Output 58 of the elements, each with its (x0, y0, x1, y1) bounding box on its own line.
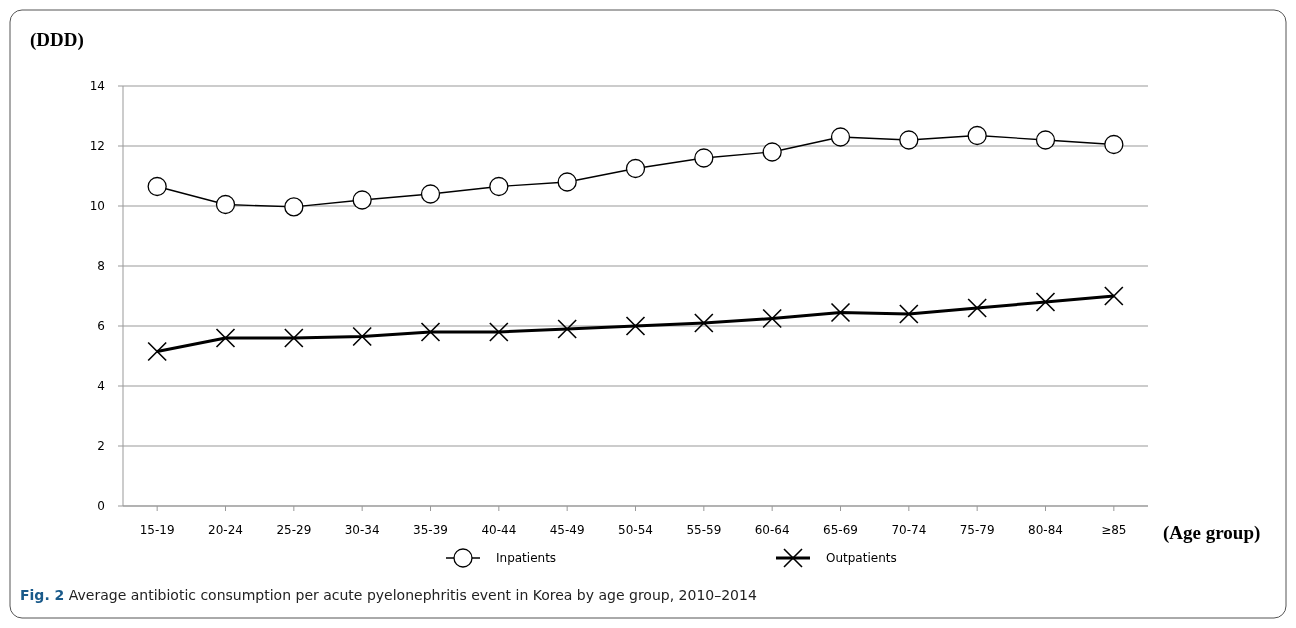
point (352, 326, 372, 347)
x-tick-label: 20-24 (208, 523, 243, 537)
point (694, 313, 714, 333)
point (1035, 292, 1056, 312)
point (967, 298, 987, 318)
point (625, 316, 646, 336)
x-tick-label: ≥85 (1101, 523, 1127, 537)
x-tick-label: 50-54 (618, 523, 653, 537)
x-tick-label: 70-74 (891, 523, 927, 537)
point (899, 130, 919, 150)
x-tick-label: 65-69 (823, 523, 858, 537)
point (557, 172, 577, 192)
x-tick-label: 55-59 (686, 523, 722, 537)
y-tick-label: 2 (97, 439, 105, 454)
y-tick-label: 8 (97, 259, 105, 274)
point (1104, 286, 1124, 306)
y-tick-label: 6 (97, 319, 105, 334)
x-tick-label: 60-64 (754, 523, 790, 537)
point (557, 319, 577, 339)
point (215, 194, 236, 215)
point (762, 142, 782, 162)
x-tick-label: 40-44 (481, 523, 517, 537)
point (489, 176, 509, 197)
point (284, 197, 304, 217)
point (830, 127, 851, 147)
point (215, 328, 236, 348)
x-tick-label: 30-34 (344, 523, 380, 537)
point (284, 328, 304, 348)
caption: Fig. 2 Average antibiotic consumption per acute pyelonephritis event in Korea by age group, 2010–2014 (20, 587, 757, 603)
x-tick-label: 80-84 (1028, 523, 1063, 537)
x-tick-label: 35-39 (413, 523, 448, 537)
point (899, 304, 919, 324)
x-tick-label: 15-19 (139, 523, 175, 537)
x-tick-label: 75-79 (959, 523, 995, 537)
legend-label: Outpatients (826, 551, 897, 566)
y-tick-label: 0 (97, 499, 105, 514)
point (147, 176, 167, 197)
point (489, 322, 509, 342)
y-axis-title: (DDD) (30, 29, 84, 51)
point (1035, 130, 1056, 150)
point (830, 302, 851, 323)
point (420, 184, 441, 204)
point (352, 190, 372, 210)
x-axis-title: (Age group) (1163, 522, 1261, 544)
y-tick-label: 14 (89, 79, 105, 94)
point (762, 308, 782, 329)
point (1104, 134, 1124, 155)
point (694, 148, 714, 168)
point (625, 158, 646, 179)
x-tick-label: 45-49 (549, 523, 585, 537)
point (420, 322, 441, 342)
y-tick-label: 4 (97, 379, 105, 394)
y-tick-label: 10 (89, 199, 105, 214)
y-tick-label: 12 (89, 139, 105, 154)
x-tick-label: 25-29 (276, 523, 312, 537)
point (967, 125, 987, 146)
point (147, 341, 167, 362)
legend-label: Inpatients (496, 551, 557, 566)
